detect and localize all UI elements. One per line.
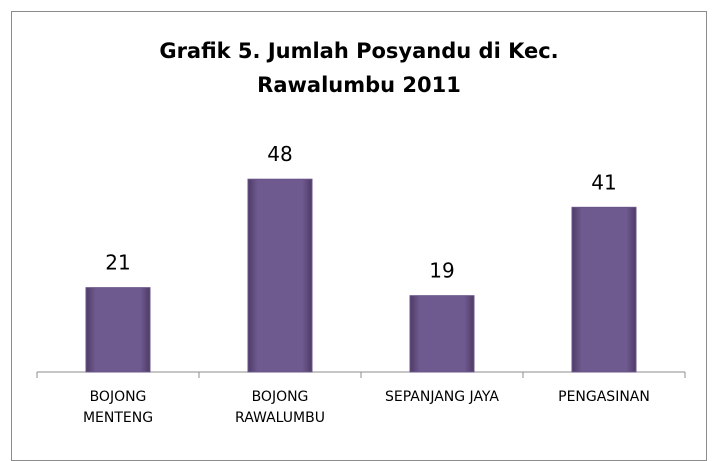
x-tick-label: BOJONG MENTENG [82,389,154,426]
bar [571,206,637,373]
x-tick-label: SEPANJANG JAYA [385,389,499,405]
chart-title: Grafik 5. Jumlah Posyandu di Kec. Rawalu… [159,39,559,97]
chart: 21 48 19 41 [36,142,686,378]
bar [409,295,475,373]
x-tick-label: BOJONG RAWALUMBU [235,389,325,426]
page: Grafik 5. Jumlah Posyandu di Kec. Rawalu… [11,11,707,461]
data-label: 48 [267,142,292,166]
data-label: 41 [591,170,616,194]
data-label: 19 [429,259,454,283]
bar [85,287,151,373]
bar [247,178,313,373]
data-label: 21 [105,251,130,275]
x-tick-label: PENGASINAN [558,389,650,405]
